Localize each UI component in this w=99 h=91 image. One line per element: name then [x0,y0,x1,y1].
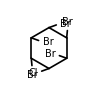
Text: Br: Br [43,37,53,47]
Text: Br: Br [60,18,71,28]
Text: Br: Br [45,49,55,59]
Text: Br: Br [62,17,73,27]
Text: Cl: Cl [28,68,38,78]
Text: Br: Br [27,70,38,80]
